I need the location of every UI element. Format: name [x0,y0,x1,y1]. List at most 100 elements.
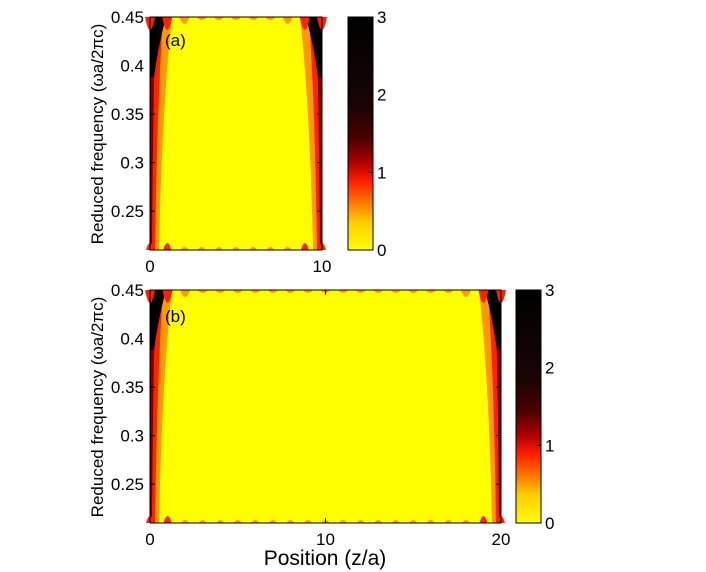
xtick-label: 0 [145,257,154,276]
colorbar-tick-label: 2 [545,359,554,378]
heatmap-a-edges [145,17,327,250]
top-lobe [232,290,243,293]
bottom-lobe [163,516,172,523]
panel-a-label: (a) [165,31,186,50]
panel-b: (b) 0.25 0.3 0.35 0.4 0.45 0 10 20 Reduced fre… [88,281,554,570]
bottom-lobe [283,247,292,250]
panel-b-label: (b) [165,307,186,326]
bottom-lobe [356,520,365,523]
colorbar-tick-label: 0 [377,241,386,260]
ytick-label: 0.35 [111,105,144,124]
ytick-label: 0.25 [111,475,144,494]
bottom-lobe [479,516,488,523]
ytick-label: 0.3 [120,154,144,173]
top-lobe [282,17,293,24]
bottom-lobe [163,243,172,250]
bottom-lobe [249,247,258,250]
bottom-lobe [409,520,418,523]
bottom-lobe [286,520,295,523]
top-lobe [373,290,384,293]
xtick-label: 10 [313,257,332,276]
colorbar-tick-label: 3 [545,281,554,300]
heatmap-a-background [150,17,322,250]
bottom-lobe [181,520,190,523]
bottom-lobe [216,520,225,523]
colorbar-a-gradient [347,16,374,251]
top-lobe [213,17,224,20]
bottom-lobe [251,520,260,523]
plot-a-xticks: 0 10 [145,17,331,276]
top-lobe [355,290,366,293]
bottom-lobe [461,520,470,523]
ytick-label: 0.45 [111,8,144,27]
top-lobe [231,17,241,20]
plot-a-frame [149,16,323,251]
top-lobe [180,290,191,297]
top-lobe [299,17,310,30]
bottom-lobe [197,247,206,250]
top-lobe [265,17,276,20]
top-lobe [285,290,296,293]
corner-peak [485,290,501,350]
bottom-lobe [391,520,400,523]
corner-peak [150,17,166,77]
top-lobe [338,290,349,293]
plot-b-ylabel: Reduced frequency (ωa/2πc) [88,297,107,518]
colorbar-b-ticks: 0 1 2 3 [536,281,554,533]
bottom-lobe [374,520,383,523]
colorbar-tick-label: 0 [545,514,554,533]
top-lobe [162,17,173,30]
ytick-label: 0.3 [120,427,144,446]
heatmap-b-edges [145,290,506,523]
colorbar-tick-label: 2 [377,86,386,105]
corner-peak [306,17,322,77]
heatmap-b-background [150,290,501,523]
bottom-lobe [300,243,309,250]
xtick-label: 10 [316,530,335,549]
top-lobe [162,290,173,303]
bottom-lobe [426,520,435,523]
bottom-lobe [233,520,242,523]
plot-b-xlabel: Position (z/a) [264,547,387,570]
corner-peak [150,290,166,350]
bottom-lobe [268,520,277,523]
top-lobe [390,290,401,293]
bottom-lobe [214,247,223,250]
bottom-lobe [444,520,453,523]
top-lobe [267,290,278,293]
top-lobe [248,17,259,20]
top-lobe [478,290,489,303]
plot-b-yticks: 0.25 0.3 0.35 0.4 0.45 [111,281,501,494]
colorbar-tick-label: 1 [377,163,386,182]
top-lobe [215,290,226,293]
bottom-lobe [339,520,348,523]
colorbar-tick-label: 3 [377,8,386,27]
top-lobe [197,290,208,293]
heatmap-a [145,17,327,250]
top-lobe [196,17,207,20]
top-lobe [460,290,471,297]
top-lobe [302,290,313,293]
ytick-label: 0.4 [120,330,144,349]
ytick-label: 0.45 [111,281,144,300]
colorbar-tick-label: 1 [545,436,554,455]
ytick-label: 0.4 [120,57,144,76]
top-lobe [179,17,190,24]
panel-a: (a) 0.250.30.350.40.45 0 10 Reduced frequ… [88,8,386,276]
top-lobe [408,290,419,293]
top-lobe [250,290,261,293]
plot-b-xticks: 0 10 20 [145,290,510,549]
xtick-label: 20 [492,530,511,549]
top-lobe [443,290,454,293]
colorbar-a-ticks: 0 1 2 3 [368,8,386,260]
top-lobe [425,290,436,293]
ytick-label: 0.25 [111,202,144,221]
bottom-lobe [198,520,207,523]
bottom-lobe [232,247,240,250]
colorbar-b: 0 1 2 3 [515,281,554,533]
heatmap-b [145,290,506,523]
bottom-lobe [180,247,189,250]
ytick-label: 0.35 [111,378,144,397]
plot-a-yticks: 0.25 0.3 0.35 0.4 0.45 [111,8,322,221]
